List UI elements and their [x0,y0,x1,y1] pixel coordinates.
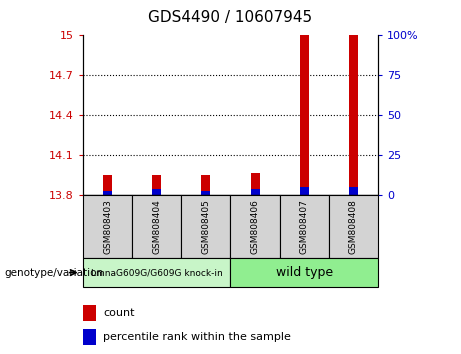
Bar [83,329,95,345]
FancyBboxPatch shape [280,195,329,258]
Text: GSM808403: GSM808403 [103,199,112,254]
FancyBboxPatch shape [132,195,181,258]
FancyBboxPatch shape [329,195,378,258]
Text: GSM808404: GSM808404 [152,199,161,254]
Bar [83,305,95,321]
Text: LmnaG609G/G609G knock-in: LmnaG609G/G609G knock-in [91,268,223,277]
Text: count: count [103,308,135,318]
Bar [300,35,309,195]
Text: GSM808406: GSM808406 [251,199,260,254]
Text: genotype/variation: genotype/variation [5,268,104,278]
FancyBboxPatch shape [83,258,230,287]
Bar [251,173,260,195]
Bar [152,175,161,195]
Bar [103,175,112,195]
Text: percentile rank within the sample: percentile rank within the sample [103,332,291,342]
Text: GSM808405: GSM808405 [201,199,210,254]
Text: GSM808408: GSM808408 [349,199,358,254]
Text: GSM808407: GSM808407 [300,199,309,254]
FancyBboxPatch shape [230,258,378,287]
Bar [152,189,161,195]
FancyBboxPatch shape [230,195,280,258]
Text: wild type: wild type [276,266,333,279]
Text: GDS4490 / 10607945: GDS4490 / 10607945 [148,10,313,25]
FancyBboxPatch shape [83,195,132,258]
Bar [349,35,358,195]
Bar [300,187,309,195]
FancyBboxPatch shape [181,195,230,258]
Bar [103,191,112,195]
Bar [349,187,358,195]
Bar [201,191,210,195]
Bar [201,175,210,195]
Bar [251,189,260,195]
